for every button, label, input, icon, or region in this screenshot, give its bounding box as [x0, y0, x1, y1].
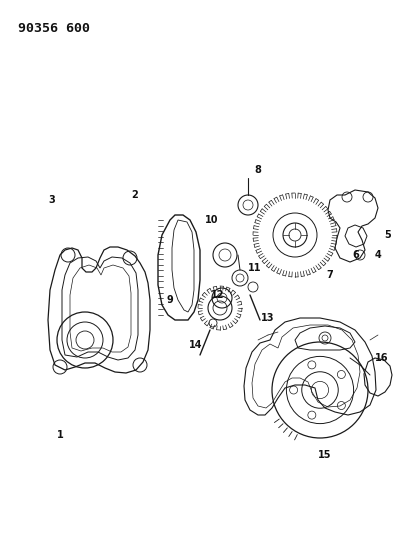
Text: 8: 8 [254, 165, 261, 175]
Text: 9: 9 [166, 295, 173, 305]
Text: 4: 4 [374, 250, 381, 260]
Text: 90356 600: 90356 600 [18, 22, 90, 35]
Text: 1: 1 [57, 430, 63, 440]
Text: 10: 10 [205, 215, 218, 225]
Text: 2: 2 [131, 190, 138, 200]
Text: 6: 6 [352, 250, 358, 260]
Text: 15: 15 [318, 450, 331, 460]
Text: 13: 13 [261, 313, 274, 323]
Text: 12: 12 [211, 290, 224, 300]
Text: 7: 7 [326, 270, 332, 280]
Text: 14: 14 [189, 340, 202, 350]
Text: 11: 11 [248, 263, 261, 273]
Text: 5: 5 [384, 230, 391, 240]
Text: 3: 3 [49, 195, 55, 205]
Text: 16: 16 [374, 353, 388, 363]
